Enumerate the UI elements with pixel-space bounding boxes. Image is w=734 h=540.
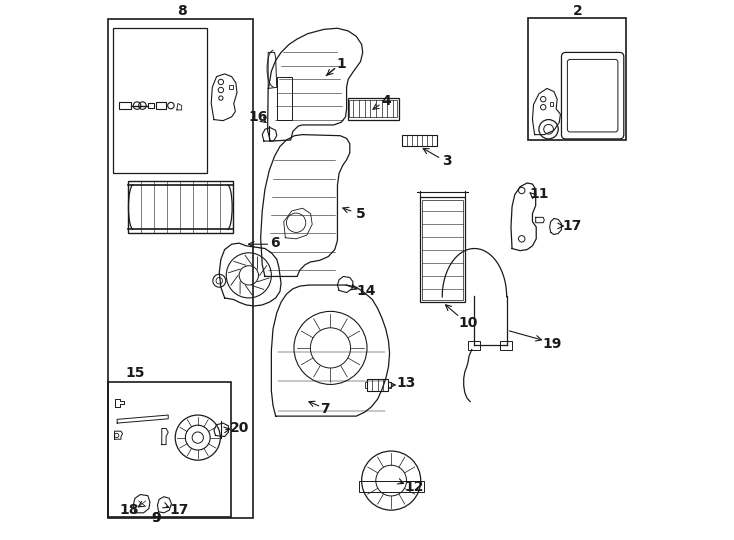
- Text: 13: 13: [396, 376, 415, 390]
- Bar: [365, 382, 367, 388]
- Text: 8: 8: [177, 4, 186, 18]
- Bar: [359, 481, 424, 492]
- Text: 16: 16: [249, 110, 268, 124]
- Bar: [229, 85, 233, 90]
- Text: 20: 20: [230, 422, 249, 435]
- Bar: [148, 103, 154, 109]
- Bar: [422, 200, 463, 300]
- Circle shape: [192, 432, 203, 443]
- Text: 3: 3: [442, 154, 451, 168]
- Text: 11: 11: [529, 187, 548, 201]
- Text: 4: 4: [381, 94, 390, 108]
- Bar: [156, 102, 166, 109]
- Text: 17: 17: [170, 503, 189, 517]
- Bar: [349, 100, 397, 117]
- Text: 2: 2: [573, 4, 583, 18]
- Text: 9: 9: [152, 511, 161, 525]
- Text: 18: 18: [119, 503, 139, 517]
- Bar: [501, 341, 512, 349]
- Bar: [128, 181, 233, 233]
- Bar: [402, 134, 437, 146]
- Text: 1: 1: [336, 57, 346, 71]
- Bar: [388, 382, 390, 388]
- Text: 6: 6: [270, 236, 280, 250]
- Text: 12: 12: [404, 480, 424, 494]
- Bar: [108, 382, 230, 517]
- Bar: [108, 18, 253, 518]
- Bar: [468, 341, 480, 349]
- Text: 9: 9: [152, 511, 161, 525]
- Bar: [550, 103, 553, 106]
- Bar: [528, 17, 626, 140]
- Text: 19: 19: [542, 336, 562, 350]
- Bar: [277, 77, 292, 119]
- Bar: [367, 379, 388, 391]
- Text: 7: 7: [320, 402, 330, 416]
- Bar: [114, 28, 208, 173]
- Text: 5: 5: [356, 207, 366, 221]
- Bar: [420, 198, 465, 302]
- Text: 14: 14: [356, 285, 376, 299]
- Bar: [119, 103, 131, 109]
- Text: 10: 10: [458, 316, 478, 329]
- Text: 15: 15: [126, 366, 145, 380]
- Text: 17: 17: [562, 219, 582, 233]
- Bar: [348, 98, 399, 119]
